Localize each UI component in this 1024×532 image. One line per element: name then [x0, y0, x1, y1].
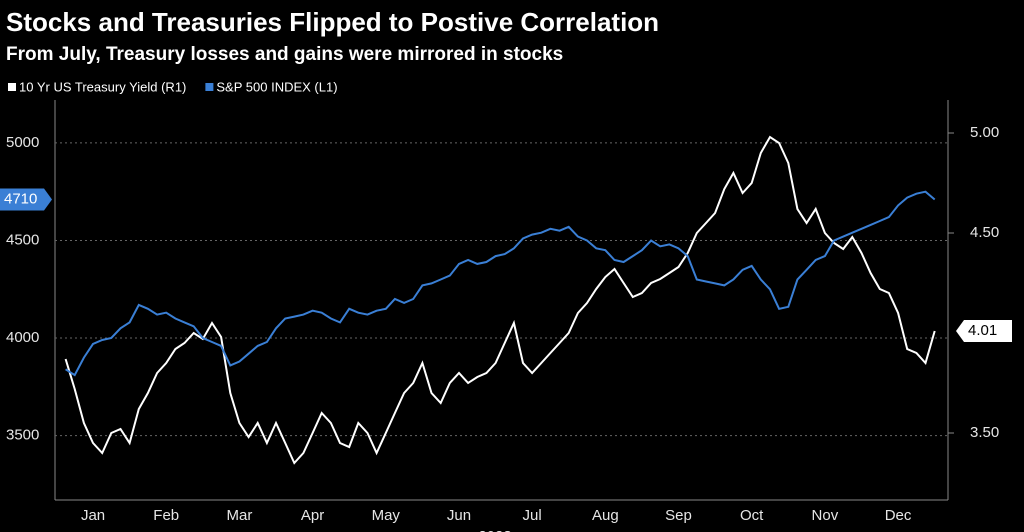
- x-tick-label: Dec: [885, 507, 912, 524]
- last-value-badge: [956, 320, 1012, 342]
- y2-tick-label: 3.50: [970, 424, 999, 441]
- x-tick-label: Oct: [740, 507, 764, 524]
- x-axis-label: 2023: [478, 528, 511, 532]
- x-tick-label: Mar: [226, 507, 252, 524]
- last-value-label: 4710: [4, 190, 37, 207]
- y2-tick-label: 5.00: [970, 124, 999, 141]
- x-tick-label: Jan: [81, 507, 105, 524]
- legend-label: 10 Yr US Treasury Yield (R1): [19, 79, 186, 94]
- legend-swatch: [205, 83, 214, 91]
- y-tick-label: 5000: [6, 134, 39, 151]
- y-tick-label: 3500: [6, 427, 39, 444]
- x-tick-label: Apr: [301, 507, 324, 524]
- chart-title: Stocks and Treasuries Flipped to Postive…: [6, 7, 659, 37]
- x-tick-label: Jul: [523, 507, 542, 524]
- x-tick-label: May: [372, 507, 401, 524]
- legend-swatch: [8, 83, 16, 91]
- legend-label: S&P 500 INDEX (L1): [216, 79, 337, 94]
- series-line: [64, 135, 936, 465]
- x-tick-label: Sep: [665, 507, 692, 524]
- last-value-label: 4.01: [968, 322, 997, 339]
- x-tick-label: Feb: [153, 507, 179, 524]
- series-line: [65, 190, 936, 377]
- y2-tick-label: 4.50: [970, 224, 999, 241]
- x-tick-label: Nov: [812, 507, 839, 524]
- x-tick-label: Jun: [447, 507, 471, 524]
- y-tick-label: 4000: [6, 329, 39, 346]
- chart-subtitle: From July, Treasury losses and gains wer…: [6, 44, 563, 65]
- y-tick-label: 4500: [6, 231, 39, 248]
- last-value-badge: [0, 188, 52, 211]
- x-tick-label: Aug: [592, 507, 619, 524]
